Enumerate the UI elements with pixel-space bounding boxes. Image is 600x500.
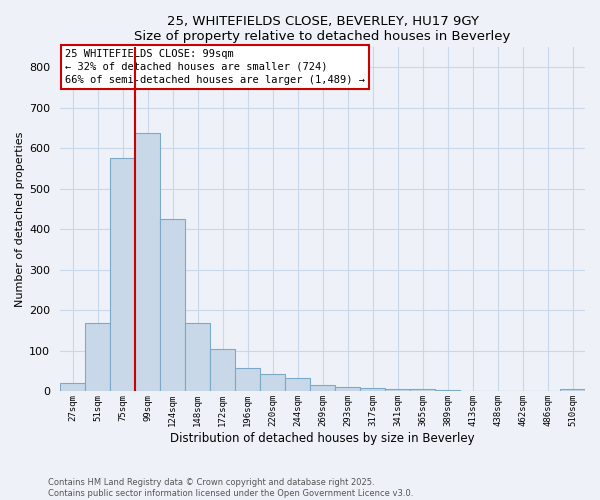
Bar (310, 386, 335, 392)
Bar (460, 390, 485, 392)
Bar (360, 388, 385, 392)
Bar (85, 324, 110, 392)
Bar (285, 378, 310, 392)
Bar (385, 388, 410, 392)
Bar (210, 349, 235, 392)
Bar (560, 389, 585, 392)
Bar (435, 390, 460, 392)
Bar (410, 390, 435, 392)
Bar (110, 158, 135, 392)
Title: 25, WHITEFIELDS CLOSE, BEVERLEY, HU17 9GY
Size of property relative to detached : 25, WHITEFIELDS CLOSE, BEVERLEY, HU17 9G… (134, 15, 511, 43)
Bar (60, 384, 85, 392)
Bar (185, 322, 210, 392)
Text: 25 WHITEFIELDS CLOSE: 99sqm
← 32% of detached houses are smaller (724)
66% of se: 25 WHITEFIELDS CLOSE: 99sqm ← 32% of det… (65, 48, 365, 85)
X-axis label: Distribution of detached houses by size in Beverley: Distribution of detached houses by size … (170, 432, 475, 445)
Bar (335, 388, 360, 392)
Text: Contains HM Land Registry data © Crown copyright and database right 2025.
Contai: Contains HM Land Registry data © Crown c… (48, 478, 413, 498)
Y-axis label: Number of detached properties: Number of detached properties (15, 132, 25, 307)
Bar (135, 133, 160, 392)
Bar (260, 374, 285, 392)
Bar (235, 368, 260, 392)
Bar (160, 219, 185, 392)
